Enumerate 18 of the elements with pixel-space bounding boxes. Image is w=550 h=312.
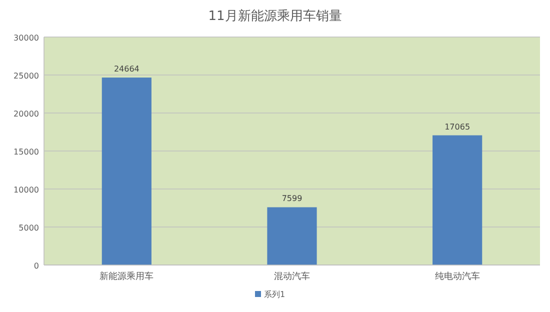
bar <box>267 207 317 265</box>
y-tick-label: 10000 <box>14 186 39 194</box>
legend-label: 系列1 <box>264 290 286 299</box>
y-tick-label: 25000 <box>14 72 39 80</box>
y-tick-label: 20000 <box>14 110 39 118</box>
y-tick-label: 5000 <box>18 224 39 232</box>
data-label: 7599 <box>282 194 302 204</box>
y-tick-label: 15000 <box>14 148 39 156</box>
bar <box>102 78 152 265</box>
x-tick-label: 纯电动汽车 <box>434 271 480 282</box>
x-tick-label: 新能源乘用车 <box>100 271 154 282</box>
bar <box>432 135 482 265</box>
x-tick-label: 混动汽车 <box>274 271 310 282</box>
chart-title: 11月新能源乘用车销量 <box>208 9 342 24</box>
data-label: 24664 <box>114 64 140 74</box>
y-tick-label: 30000 <box>14 34 39 42</box>
data-label: 17065 <box>444 122 470 132</box>
y-tick-label: 0 <box>34 262 39 270</box>
